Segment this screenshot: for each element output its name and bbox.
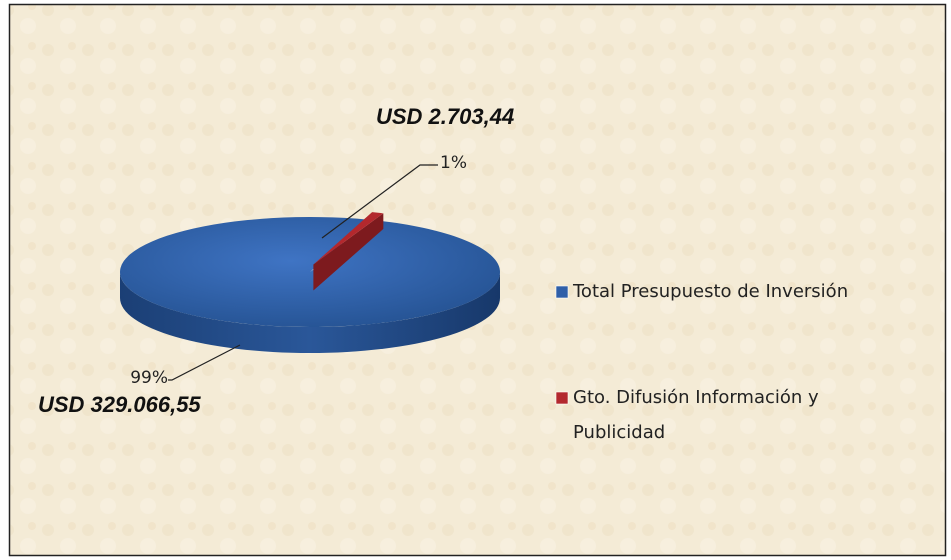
legend-label: Gto. Difusión Información y Publicidad <box>573 387 819 443</box>
legend-line: Gto. Difusión Información y <box>573 387 819 408</box>
data-label: 99% <box>130 368 168 388</box>
legend-line: Publicidad <box>573 422 665 443</box>
pie-slice-side <box>313 213 384 291</box>
data-label: 1% <box>440 153 467 173</box>
pie-slice <box>313 212 384 265</box>
legend-label: Total Presupuesto de Inversión <box>572 281 848 302</box>
leader-line <box>168 344 241 381</box>
amount-label: USD 2.703,44 <box>376 104 514 129</box>
amount-label: USD 329.066,55 <box>38 392 201 417</box>
pie-side <box>120 272 500 353</box>
legend-line: Total Presupuesto de Inversión <box>572 281 848 302</box>
legend-marker <box>555 391 569 405</box>
legend-marker <box>555 285 569 299</box>
pie-slice <box>119 216 501 327</box>
leader-line <box>321 164 438 239</box>
